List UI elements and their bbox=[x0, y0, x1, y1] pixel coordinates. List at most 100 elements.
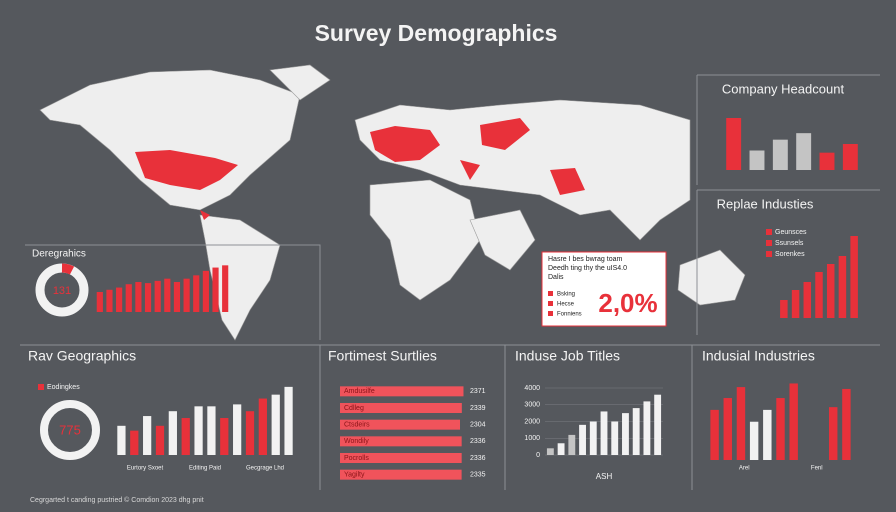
bar bbox=[183, 278, 190, 312]
panel-title: Deregrahics bbox=[32, 249, 86, 260]
legend-swatch bbox=[766, 251, 772, 257]
bar bbox=[803, 282, 812, 318]
bar bbox=[611, 421, 619, 455]
legend-entry: Eodingkes bbox=[47, 384, 80, 391]
bar bbox=[736, 387, 746, 460]
group-label: Gecgrage Lhd bbox=[246, 466, 284, 472]
bar bbox=[723, 398, 732, 460]
bar bbox=[763, 409, 772, 460]
legend-entry: Ssunsels bbox=[775, 240, 804, 247]
legend-entry: Fonniens bbox=[557, 312, 582, 318]
bar bbox=[796, 133, 812, 170]
panel-title: Indusial Industries bbox=[702, 348, 815, 364]
bar bbox=[193, 275, 200, 312]
panel-title: Replae Industies bbox=[717, 196, 814, 211]
bar bbox=[726, 118, 742, 170]
y-tick-label: 1000 bbox=[524, 435, 540, 442]
legend-entry: Geunsces bbox=[775, 229, 807, 236]
bar bbox=[245, 411, 255, 455]
bar bbox=[842, 144, 858, 170]
bar bbox=[125, 284, 132, 312]
callout: Hasre I bes bwrag toam Deedh ting thy th… bbox=[541, 251, 667, 327]
donut-label: 131 bbox=[53, 285, 71, 297]
bar bbox=[233, 404, 242, 455]
bar bbox=[202, 270, 209, 312]
bar bbox=[340, 403, 462, 413]
bar bbox=[106, 289, 113, 312]
y-tick-label: 4000 bbox=[524, 385, 540, 392]
bar bbox=[600, 411, 608, 455]
page-title: Survey Demographics bbox=[315, 20, 558, 46]
legend-swatch bbox=[38, 384, 44, 390]
panel-title: Fortimest Surtlies bbox=[328, 348, 437, 364]
bar bbox=[212, 267, 219, 312]
bar bbox=[819, 152, 835, 170]
bar bbox=[164, 278, 171, 312]
bar-category: Yagilty bbox=[344, 472, 365, 479]
data-label: 2371 bbox=[470, 388, 486, 395]
y-tick-label: 0 bbox=[536, 452, 540, 459]
callout-value: 2,0% bbox=[598, 288, 657, 318]
group-label: Fenl bbox=[811, 466, 823, 472]
bar bbox=[168, 411, 177, 455]
bar bbox=[173, 282, 181, 312]
bar bbox=[144, 283, 152, 312]
legend-swatch bbox=[766, 240, 772, 246]
legend-swatch bbox=[548, 291, 553, 296]
bar bbox=[776, 398, 785, 460]
bar bbox=[340, 386, 464, 397]
bar bbox=[154, 280, 161, 312]
footer: Cegrgarted t canding pustried © Comdion … bbox=[30, 496, 204, 504]
bar bbox=[117, 425, 126, 455]
bar bbox=[791, 290, 800, 318]
data-label: 2336 bbox=[470, 455, 486, 462]
bar-category: Ctsdeirs bbox=[344, 422, 370, 429]
callout-box bbox=[541, 251, 667, 327]
bar bbox=[258, 398, 267, 455]
panel-title: Company Headcount bbox=[722, 81, 845, 96]
bar bbox=[271, 394, 280, 455]
group-label: Arel bbox=[739, 466, 750, 472]
bar bbox=[654, 394, 662, 455]
donut-ring bbox=[40, 400, 100, 460]
legend-entry: Sorenkes bbox=[775, 251, 805, 258]
bar bbox=[220, 418, 229, 455]
bar bbox=[181, 418, 190, 455]
bar bbox=[546, 448, 554, 455]
bar-category: Wondily bbox=[344, 438, 369, 445]
bar bbox=[589, 421, 597, 455]
bar bbox=[130, 430, 139, 455]
legend-swatch bbox=[766, 229, 772, 235]
bar bbox=[340, 419, 460, 430]
bar bbox=[789, 383, 798, 460]
bar bbox=[829, 407, 838, 460]
bar bbox=[116, 287, 123, 312]
bar bbox=[749, 150, 765, 170]
bar bbox=[579, 424, 586, 455]
callout-line: Deedh ting thy the uIS4.0 bbox=[548, 265, 627, 272]
bar bbox=[135, 282, 142, 312]
data-label: 2304 bbox=[470, 422, 486, 429]
bar-category: Cdlleg bbox=[344, 405, 364, 412]
y-tick-label: 3000 bbox=[524, 402, 540, 409]
bar bbox=[222, 265, 229, 312]
bar-category: Amdusilfe bbox=[344, 388, 375, 395]
bar bbox=[340, 453, 462, 463]
y-tick-label: 2000 bbox=[524, 418, 540, 425]
bar bbox=[838, 256, 847, 318]
donut-segment bbox=[61, 263, 75, 275]
bar bbox=[557, 443, 565, 455]
bar bbox=[155, 425, 165, 455]
panel-frames bbox=[20, 74, 880, 490]
bar bbox=[340, 469, 462, 480]
bar bbox=[780, 300, 788, 318]
data-label: 2339 bbox=[470, 405, 486, 412]
legend-swatch bbox=[548, 311, 553, 316]
bar bbox=[340, 436, 462, 447]
bar bbox=[568, 434, 576, 455]
bar bbox=[622, 413, 629, 455]
bar bbox=[632, 408, 640, 455]
legend-swatch bbox=[548, 301, 553, 306]
legend-entry: Bsking bbox=[557, 292, 575, 298]
